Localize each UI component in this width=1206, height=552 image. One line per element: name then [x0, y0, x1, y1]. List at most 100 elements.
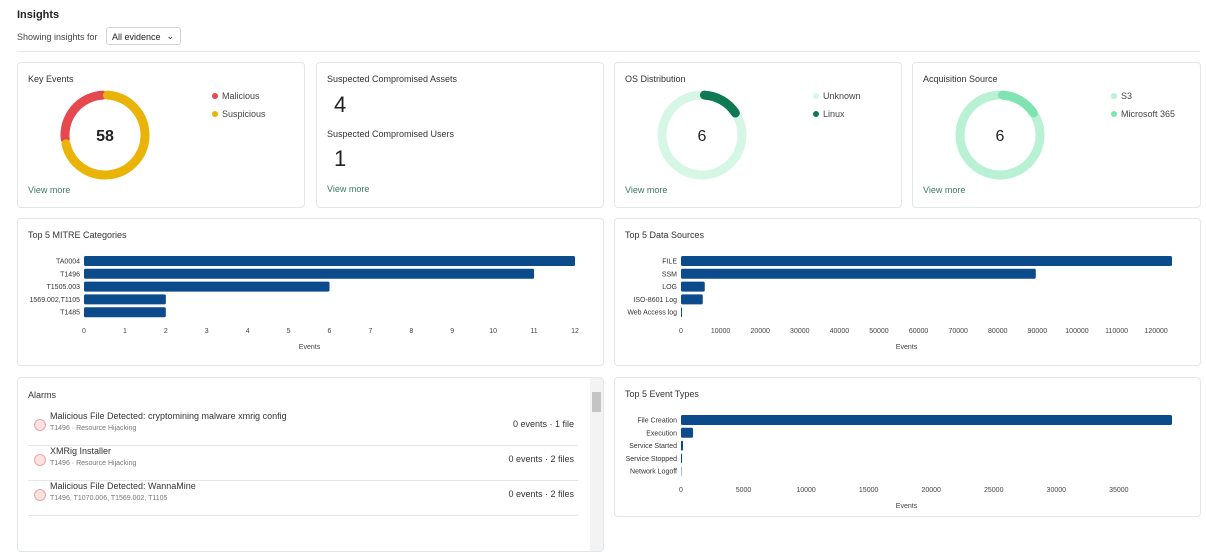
x-tick-label: 11 — [530, 328, 537, 335]
bar — [681, 415, 1172, 425]
legend-dot — [813, 93, 819, 99]
x-tick-label: 20000 — [921, 487, 941, 494]
alarm-tags: T1496, T1070.006, T1569.002, T1105 — [50, 495, 167, 502]
filter-value: All evidence — [112, 32, 161, 42]
view-more[interactable]: View more — [327, 184, 369, 194]
users-count: 1 — [334, 146, 346, 172]
x-tick-label: 5 — [287, 328, 291, 335]
chart: TA0004T1496T1505.0031569.002,T1105T14850… — [18, 219, 604, 366]
donut-total: 6 — [996, 128, 1005, 145]
alarm-item[interactable]: Malicious File Detected: cryptomining ma… — [28, 411, 578, 446]
x-tick-label: 1 — [123, 328, 127, 335]
alarm-item[interactable]: Malicious File Detected: WannaMine T1496,… — [28, 481, 578, 516]
x-tick-label: 0 — [82, 328, 86, 335]
y-tick-label: Web Access log — [627, 310, 677, 317]
y-tick-label: ISO-8601 Log — [633, 297, 677, 304]
assets-count: 4 — [334, 92, 346, 118]
view-more[interactable]: View more — [28, 185, 70, 195]
x-tick-label: 30000 — [790, 328, 810, 335]
x-tick-label: 30000 — [1047, 487, 1067, 494]
scroll-thumb[interactable] — [592, 392, 601, 412]
alarm-tags: T1496 · Resource Hijacking — [50, 425, 136, 432]
x-tick-label: 110000 — [1105, 328, 1128, 335]
x-tick-label: 50000 — [869, 328, 889, 335]
legend-item: S3 — [1111, 91, 1132, 101]
donut-segment — [1002, 95, 1033, 113]
alarm-title: Malicious File Detected: cryptomining ma… — [50, 411, 287, 421]
card-title: Top 5 MITRE Categories — [28, 230, 127, 240]
bar — [681, 282, 705, 292]
bar — [681, 294, 703, 304]
x-tick-label: 100000 — [1065, 328, 1088, 335]
bar — [681, 307, 682, 317]
card-title: Top 5 Event Types — [625, 389, 699, 399]
bar — [84, 294, 166, 304]
alarm-icon — [34, 419, 46, 431]
scrollbar[interactable] — [590, 378, 603, 552]
x-axis-label: Events — [896, 344, 918, 351]
donut-total: 58 — [96, 128, 114, 145]
x-tick-label: 35000 — [1109, 487, 1129, 494]
x-tick-label: 4 — [246, 328, 250, 335]
alarm-title: Malicious File Detected: WannaMine — [50, 481, 196, 491]
alarm-title: XMRig Installer — [50, 446, 111, 456]
bar — [84, 307, 166, 317]
x-tick-label: 10000 — [711, 328, 731, 335]
x-tick-label: 70000 — [948, 328, 968, 335]
legend-item: Unknown — [813, 91, 861, 101]
legend-label: Suspicious — [222, 109, 266, 119]
chevron: ⌄ — [166, 31, 174, 42]
view-more[interactable]: View more — [923, 185, 965, 195]
assets-title: Suspected Compromised Assets — [327, 74, 457, 84]
bar — [84, 282, 330, 292]
y-tick-label: Service Stopped — [626, 456, 677, 463]
card-title: OS Distribution — [625, 74, 686, 84]
x-tick-label: 7 — [368, 328, 372, 335]
legend-item: Linux — [813, 109, 845, 119]
bar — [681, 441, 683, 451]
y-tick-label: LOG — [662, 284, 677, 291]
card-title: Acquisition Source — [923, 74, 998, 84]
bar — [681, 269, 1036, 279]
x-tick-label: 10 — [489, 328, 497, 335]
donut-total: 6 — [698, 128, 707, 145]
x-tick-label: 60000 — [909, 328, 929, 335]
acquisition-card: 6 Acquisition Source View more S3 Microsoft … — [912, 62, 1201, 208]
card-title: Key Events — [28, 74, 74, 84]
x-tick-label: 90000 — [1028, 328, 1048, 335]
card-title: Top 5 Data Sources — [625, 230, 704, 240]
legend-label: Microsoft 365 — [1121, 109, 1175, 119]
legend-item: Malicious — [212, 91, 260, 101]
filter-dropdown[interactable]: All evidence ⌄ — [106, 27, 181, 45]
bar — [84, 256, 575, 266]
alarms-title: Alarms — [28, 390, 56, 400]
legend-dot — [212, 93, 218, 99]
page-title: Insights — [17, 9, 59, 21]
alarm-icon — [34, 489, 46, 501]
y-tick-label: FILE — [662, 259, 677, 266]
legend-label: Unknown — [823, 91, 861, 101]
x-tick-label: 5000 — [736, 487, 752, 494]
alarm-icon — [34, 454, 46, 466]
legend-dot — [1111, 111, 1117, 117]
y-tick-label: 1569.002,T1105 — [30, 297, 81, 304]
x-tick-label: 8 — [409, 328, 413, 335]
y-tick-label: T1485 — [60, 310, 80, 317]
view-more[interactable]: View more — [625, 185, 667, 195]
legend-dot — [1111, 93, 1117, 99]
os-card: 6 OS Distribution View more Unknown Linux — [614, 62, 902, 208]
alarm-events: 0 events · 2 files — [508, 454, 574, 464]
legend-label: Malicious — [222, 91, 260, 101]
y-tick-label: SSM — [662, 271, 677, 278]
x-axis-label: Events — [299, 344, 321, 351]
x-axis-label: Events — [896, 503, 918, 510]
legend-dot — [813, 111, 819, 117]
y-tick-label: File Creation — [637, 418, 677, 425]
bar — [681, 453, 682, 463]
y-tick-label: T1496 — [60, 271, 80, 278]
